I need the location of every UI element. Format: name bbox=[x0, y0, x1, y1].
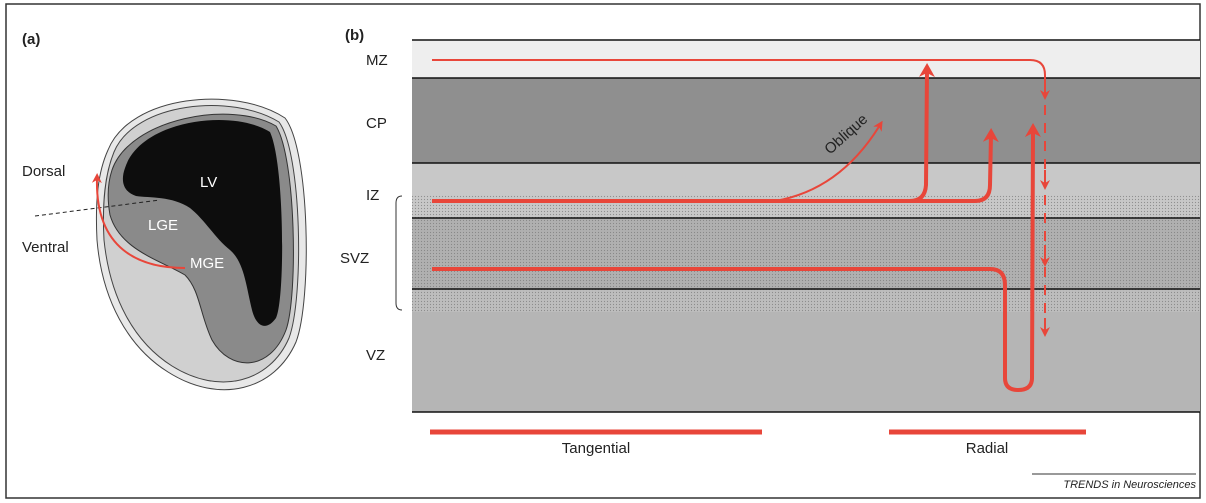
ventral-label: Ventral bbox=[22, 239, 69, 256]
layer-label: SVZ bbox=[340, 250, 369, 267]
dorsal-label: Dorsal bbox=[22, 163, 65, 180]
layer-label: CP bbox=[366, 115, 387, 132]
mge-label: MGE bbox=[190, 255, 224, 272]
panel-label: (a) bbox=[22, 31, 40, 48]
layers bbox=[412, 40, 1200, 412]
layer-label: IZ bbox=[366, 187, 379, 204]
panel-label: (b) bbox=[345, 27, 364, 44]
mode-label: Radial bbox=[966, 440, 1009, 457]
lv-label: LV bbox=[200, 174, 217, 191]
figure: (a) Dorsal Ventral LV LGE MGE (b) MZ CP … bbox=[0, 0, 1206, 503]
lge-label: LGE bbox=[148, 217, 178, 234]
layer-label: VZ bbox=[366, 347, 385, 364]
footer: TRENDS in Neurosciences bbox=[1063, 479, 1196, 491]
mode-label: Tangential bbox=[562, 440, 630, 457]
layer-label: MZ bbox=[366, 52, 388, 69]
